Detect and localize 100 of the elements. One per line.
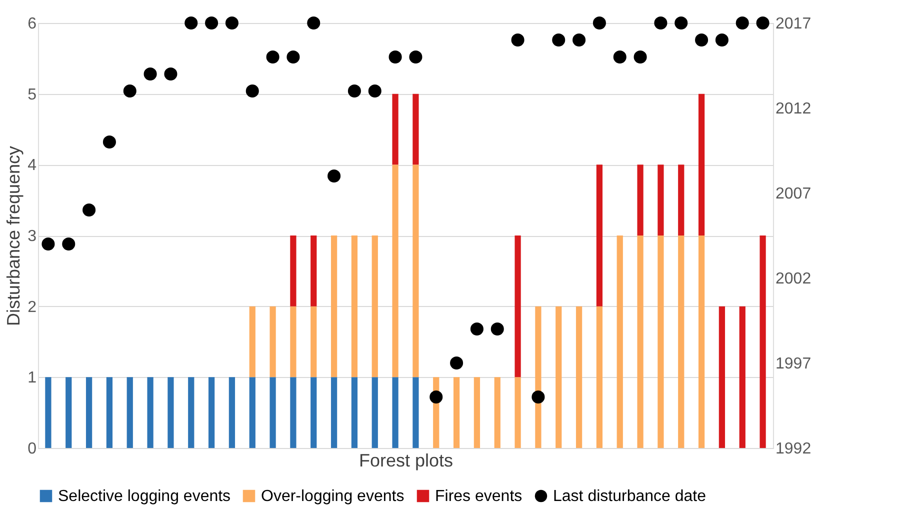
legend-label: Selective logging events	[58, 488, 231, 505]
point	[164, 67, 178, 81]
y2-tick-label: 2017	[776, 16, 812, 32]
point	[82, 203, 96, 217]
bar	[330, 377, 338, 448]
y2-tick-label: 2002	[776, 270, 812, 288]
y-tick-label: 5	[28, 86, 37, 104]
bar	[678, 164, 684, 236]
bar	[290, 377, 296, 448]
point	[450, 356, 464, 370]
point	[388, 50, 402, 64]
bar	[392, 164, 398, 378]
bar	[718, 306, 726, 448]
point	[674, 16, 688, 30]
x-axis-title: Forest plots	[358, 450, 454, 470]
y-tick-label: 3	[28, 228, 37, 245]
y2-tick-label: 1992	[776, 440, 812, 458]
bar	[739, 306, 746, 448]
bar	[392, 377, 398, 448]
y2-tick-label: 2012	[776, 100, 812, 118]
point	[266, 50, 280, 64]
bar	[351, 377, 358, 448]
y2-tick-label: 1997	[776, 356, 812, 372]
point	[490, 322, 504, 336]
bar	[596, 164, 603, 306]
point	[695, 33, 708, 47]
bar	[658, 236, 664, 448]
bar	[698, 236, 705, 448]
legend-label: Over-logging events	[261, 488, 404, 505]
bar	[147, 377, 154, 448]
bar	[412, 94, 419, 165]
y-tick-label: 4	[28, 157, 37, 174]
bar	[106, 377, 113, 448]
legend-label: Fires events	[435, 488, 522, 505]
point	[552, 33, 566, 47]
point	[348, 84, 361, 98]
bar	[249, 306, 256, 378]
y-tick-label: 0	[28, 440, 37, 458]
bar	[372, 236, 378, 378]
point	[736, 16, 749, 30]
point	[409, 50, 422, 64]
bar	[494, 377, 500, 448]
point	[123, 84, 136, 98]
bar	[535, 306, 542, 448]
y-axis-title: Disturbance frequency	[4, 146, 24, 326]
bar	[556, 306, 562, 448]
bar	[453, 377, 460, 448]
point	[511, 33, 524, 47]
point	[613, 50, 626, 64]
bar	[658, 164, 664, 236]
point	[205, 16, 218, 30]
y-tick-label: 1	[28, 370, 37, 387]
bar	[576, 306, 582, 448]
y2-tick-label: 2007	[776, 186, 812, 202]
point	[532, 390, 545, 404]
point	[225, 16, 238, 30]
point	[102, 135, 116, 149]
point	[592, 16, 606, 30]
bar	[290, 306, 296, 378]
bar	[351, 236, 358, 378]
point	[430, 390, 443, 404]
bar	[310, 306, 317, 378]
point	[286, 50, 300, 64]
bar	[310, 236, 317, 306]
point	[62, 237, 76, 251]
bar	[678, 236, 684, 448]
point	[368, 84, 382, 98]
bar	[208, 377, 215, 448]
point	[184, 16, 198, 30]
point	[246, 84, 259, 98]
bar	[45, 377, 52, 448]
bar	[168, 377, 174, 448]
bar	[596, 306, 603, 448]
point	[572, 33, 586, 47]
point	[144, 67, 157, 81]
point	[756, 16, 770, 30]
bar	[514, 236, 521, 378]
bar	[616, 236, 623, 448]
bar	[310, 377, 317, 448]
bar	[86, 377, 92, 448]
y-tick-label: 6	[28, 16, 37, 32]
point	[715, 33, 728, 47]
bar	[412, 377, 419, 448]
bar	[249, 377, 256, 448]
bar	[760, 236, 766, 448]
bar	[392, 94, 398, 165]
bar	[330, 236, 338, 378]
point	[634, 50, 647, 64]
point	[328, 169, 341, 183]
point	[307, 16, 320, 30]
bar	[637, 164, 644, 236]
y-tick-label: 2	[28, 298, 37, 316]
legend-label: Last disturbance date	[553, 488, 706, 505]
point	[42, 237, 55, 251]
bar	[270, 306, 276, 378]
bar	[228, 377, 236, 448]
bar	[66, 377, 72, 448]
bar	[637, 236, 644, 448]
point	[470, 322, 484, 336]
bar	[372, 377, 378, 448]
